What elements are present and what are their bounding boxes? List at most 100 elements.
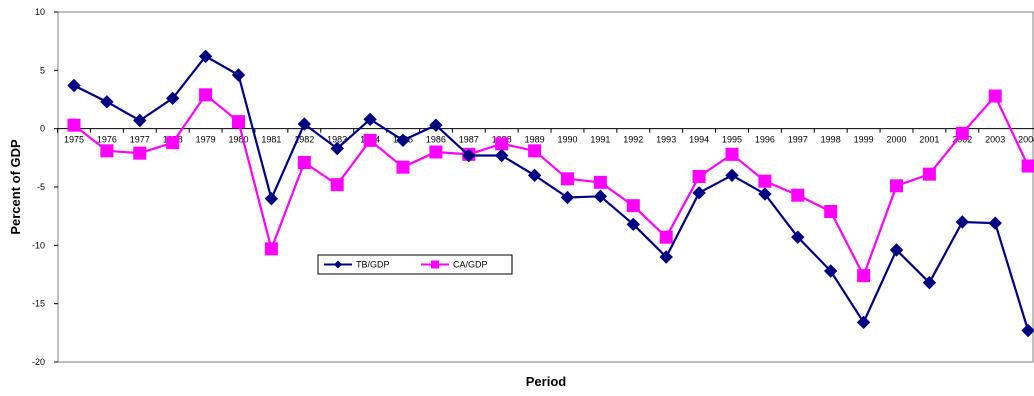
x-tick-label: 1976 — [97, 135, 117, 145]
data-point-tb-gdp — [791, 230, 805, 244]
x-tick-label: 1991 — [590, 135, 610, 145]
x-tick-label: 2003 — [985, 135, 1005, 145]
data-point-tb-gdp — [955, 215, 970, 229]
y-tick-label: 0 — [40, 124, 45, 134]
data-point-ca-gdp — [199, 88, 213, 102]
legend-label: TB/GDP — [356, 260, 390, 270]
x-tick-label: 1997 — [788, 135, 808, 145]
x-tick-label: 1983 — [327, 135, 347, 145]
data-point-ca-gdp — [659, 230, 673, 244]
y-axis-title: Percent of GDP — [8, 139, 23, 235]
data-point-tb-gdp — [593, 189, 608, 204]
x-tick-label: 1994 — [689, 135, 709, 145]
data-point-tb-gdp — [922, 275, 937, 290]
x-tick-label: 1995 — [722, 135, 742, 145]
data-point-ca-gdp — [100, 144, 114, 158]
data-point-tb-gdp — [988, 216, 1002, 230]
data-point-ca-gdp — [264, 242, 278, 256]
x-tick-label: 1993 — [656, 135, 676, 145]
data-point-ca-gdp — [988, 89, 1002, 103]
data-point-tb-gdp — [462, 148, 476, 163]
data-point-tb-gdp — [330, 141, 344, 156]
data-point-tb-gdp — [363, 112, 377, 127]
data-point-ca-gdp — [67, 118, 81, 132]
data-point-ca-gdp — [758, 174, 772, 188]
x-tick-label: 2000 — [886, 135, 906, 145]
x-tick-label: 1999 — [854, 135, 874, 145]
data-point-tb-gdp — [429, 118, 443, 132]
y-tick-label: 5 — [40, 65, 45, 75]
x-tick-label: 2004 — [1018, 135, 1034, 145]
data-point-tb-gdp — [659, 250, 673, 264]
data-point-tb-gdp — [100, 95, 114, 109]
plot-border — [57, 11, 1034, 363]
data-point-tb-gdp — [725, 168, 739, 183]
legend: TB/GDP CA/GDP — [317, 254, 513, 275]
data-point-ca-gdp — [692, 170, 706, 183]
data-point-ca-gdp — [922, 167, 936, 181]
data-point-tb-gdp — [198, 49, 213, 64]
y-tick-label: -5 — [37, 182, 45, 192]
x-tick-label: 1992 — [623, 135, 643, 145]
y-tick-label: -15 — [32, 299, 45, 309]
x-axis-title: Period — [526, 374, 567, 389]
legend-swatch-marker — [334, 260, 342, 269]
data-point-ca-gdp — [297, 156, 311, 169]
legend-box — [317, 254, 513, 275]
y-tick-label: -10 — [32, 240, 45, 250]
x-tick-label: 1987 — [459, 135, 479, 145]
data-point-ca-gdp — [528, 144, 542, 158]
legend-item-tb-gdp: TB/GDP — [324, 260, 390, 270]
x-tick-label: 2001 — [919, 135, 939, 145]
x-tick-label: 1998 — [821, 135, 841, 145]
data-point-tb-gdp — [396, 133, 410, 148]
data-point-ca-gdp — [791, 188, 805, 202]
data-point-ca-gdp — [363, 133, 377, 147]
x-tick-label: 1990 — [557, 135, 577, 145]
data-point-tb-gdp — [231, 68, 246, 82]
x-tick-label: 1989 — [525, 135, 545, 145]
data-point-tb-gdp — [527, 168, 542, 183]
data-point-tb-gdp — [264, 191, 279, 206]
data-point-ca-gdp — [429, 145, 443, 159]
data-point-tb-gdp — [494, 148, 509, 163]
data-point-tb-gdp — [560, 190, 575, 205]
y-axis-ticks: 10 5 0 -5 -10 -15 -20 — [32, 7, 58, 367]
data-point-tb-gdp — [758, 187, 772, 201]
data-point-ca-gdp — [166, 136, 180, 150]
data-point-ca-gdp — [857, 269, 871, 283]
data-point-ca-gdp — [890, 179, 903, 193]
data-point-ca-gdp — [396, 160, 410, 174]
data-point-ca-gdp — [330, 178, 344, 192]
data-point-tb-gdp — [67, 78, 81, 93]
x-tick-label: 1982 — [294, 135, 314, 145]
data-point-tb-gdp — [692, 186, 706, 200]
data-point-tb-gdp — [1021, 323, 1034, 338]
x-axis-ticks: 1975197619771978197919801981198219831984… — [57, 128, 1034, 145]
x-tick-label: 1981 — [261, 135, 281, 145]
data-point-ca-gdp — [1021, 159, 1034, 173]
legend-label: CA/GDP — [453, 260, 488, 270]
data-point-tb-gdp — [626, 217, 641, 232]
y-tick-label: 10 — [35, 7, 45, 17]
data-point-tb-gdp — [823, 264, 838, 278]
data-point-ca-gdp — [593, 175, 607, 189]
x-tick-label: 1986 — [426, 135, 446, 145]
data-point-tb-gdp — [165, 91, 180, 106]
x-tick-label: 1980 — [228, 135, 248, 145]
data-point-tb-gdp — [133, 113, 147, 128]
x-tick-label: 1977 — [130, 135, 150, 145]
data-point-ca-gdp — [725, 147, 739, 161]
x-tick-label: 1996 — [755, 135, 775, 145]
data-point-ca-gdp — [955, 126, 969, 140]
y-tick-label: -20 — [32, 357, 45, 367]
data-point-tb-gdp — [856, 315, 871, 330]
data-point-ca-gdp — [626, 199, 640, 213]
data-point-ca-gdp — [495, 137, 509, 151]
legend-swatch-marker — [431, 260, 439, 269]
legend-item-ca-gdp: CA/GDP — [421, 260, 488, 270]
plot-area — [57, 11, 1034, 363]
series-ca-gdp — [67, 88, 1034, 283]
data-point-ca-gdp — [232, 115, 245, 129]
